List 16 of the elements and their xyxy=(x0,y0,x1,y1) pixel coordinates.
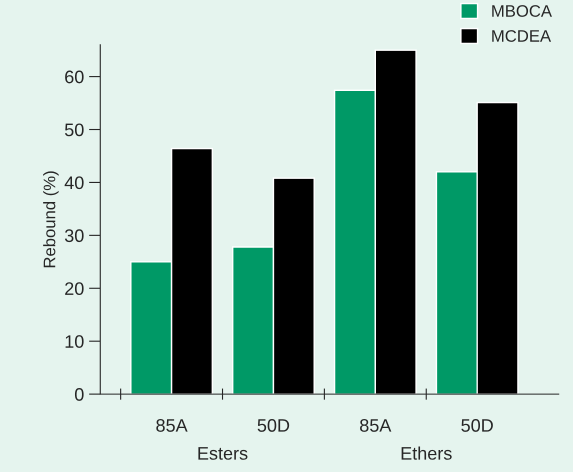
text: Esters xyxy=(198,447,248,460)
y-tick-label: 50 xyxy=(64,123,84,136)
x-tick-label: 85A xyxy=(360,419,392,432)
text: Ethers xyxy=(402,446,452,460)
y-axis-title: Rebound (%) xyxy=(43,171,59,268)
legend-label: MCDEA xyxy=(492,30,552,42)
y-tick-label: 10 xyxy=(66,335,84,348)
y-tick-label: 0 xyxy=(74,388,84,401)
y-tick-label: 60 xyxy=(65,70,84,84)
x-tick-label: 85A xyxy=(156,419,188,432)
y-tick-label: 30 xyxy=(64,229,84,242)
legend-label: MBOCA xyxy=(492,5,552,17)
x-tick-label: 50D xyxy=(258,419,290,432)
y-tick-label: 40 xyxy=(64,176,84,190)
x-tick-label: 50D xyxy=(461,419,493,432)
y-tick-label: 20 xyxy=(65,282,84,295)
